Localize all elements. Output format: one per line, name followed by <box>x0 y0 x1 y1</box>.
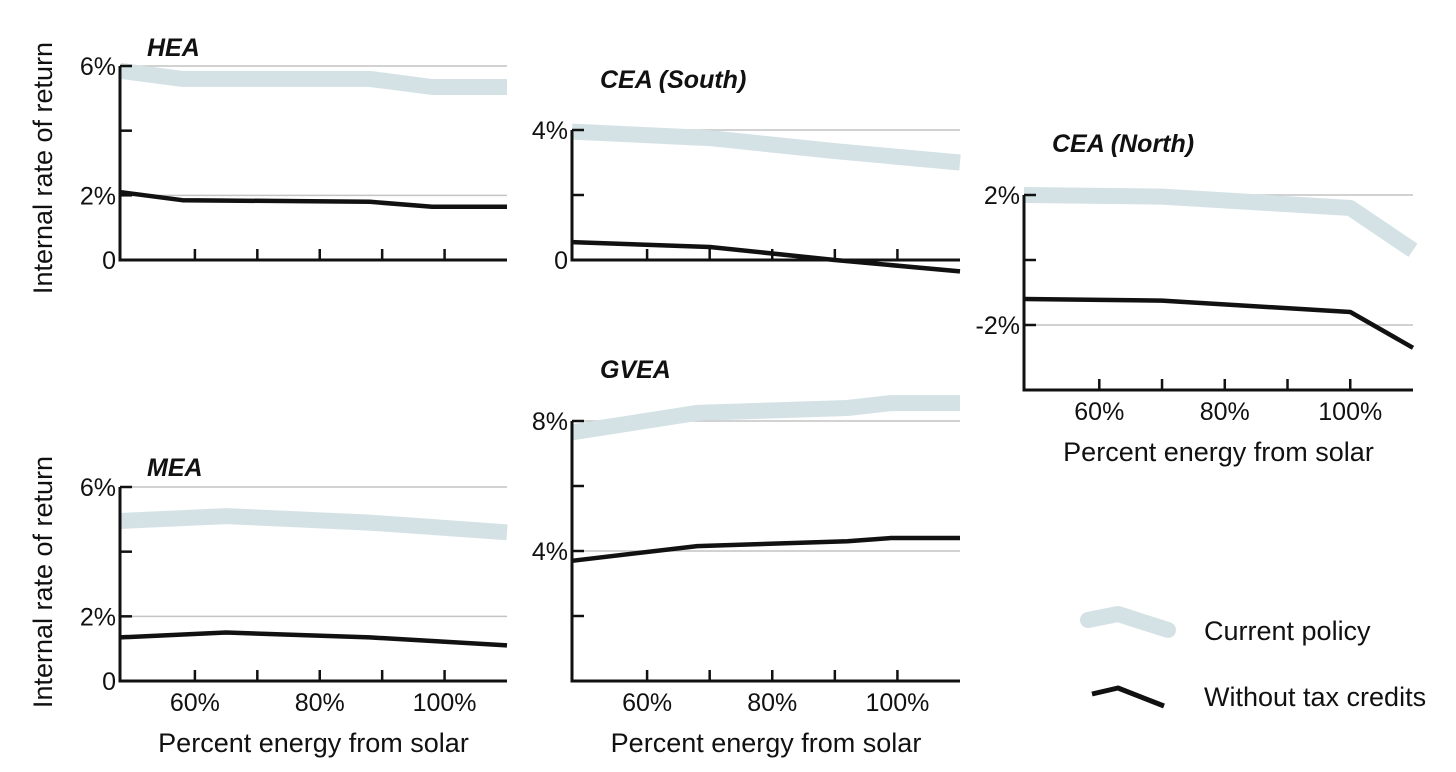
cea-south-title: CEA (South) <box>600 66 746 94</box>
hea-y-tick-label: 6% <box>80 53 116 81</box>
panel-cea-south: 0 4% CEA (South) <box>532 66 961 275</box>
gvea-x-axis-title: Percent energy from solar <box>611 728 922 758</box>
mea-x-tick-label: 100% <box>413 689 477 717</box>
mea-y-axis-title: Internal rate of return <box>28 456 58 708</box>
legend: Current policy Without tax credits <box>1080 606 1426 712</box>
hea-y-tick-label: 0 <box>102 247 116 275</box>
gvea-x-tick-label: 60% <box>622 689 672 717</box>
mea-title: MEA <box>147 454 203 482</box>
hea-y-axis-title: Internal rate of return <box>28 42 58 294</box>
cea-north-title: CEA (North) <box>1052 130 1194 158</box>
hea-current-policy-line <box>118 62 507 95</box>
mea-y-tick-label: 6% <box>80 474 116 502</box>
gvea-y-tick-label: 4% <box>532 538 568 566</box>
gvea-title: GVEA <box>600 356 671 384</box>
cea-north-x-tick-label: 80% <box>1200 398 1250 426</box>
mea-x-axis-title: Percent energy from solar <box>158 728 469 758</box>
gvea-x-tick-label: 100% <box>865 689 929 717</box>
legend-label-without-tax-credits: Without tax credits <box>1204 682 1426 712</box>
legend-swatch-current-policy <box>1080 606 1176 638</box>
mea-x-tick-label: 80% <box>295 689 345 717</box>
legend-swatch-without-tax-credits <box>1091 685 1165 709</box>
cea-north-x-tick-label: 60% <box>1074 398 1124 426</box>
gvea-x-tick-label: 80% <box>747 689 797 717</box>
mea-current-policy-line <box>119 508 508 541</box>
mea-y-tick-label: 0 <box>102 668 116 696</box>
gvea-without-tax-credits-line <box>571 535 960 564</box>
cea-south-y-tick-label: 0 <box>554 247 568 275</box>
hea-y-tick-label: 2% <box>80 182 116 210</box>
cea-south-without-tax-credits-line <box>571 239 961 274</box>
gvea-current-policy-line <box>570 395 960 441</box>
cea-north-x-tick-label: 100% <box>1318 398 1382 426</box>
cea-north-without-tax-credits-line <box>1023 296 1415 350</box>
cea-north-y-tick-label: -2% <box>976 312 1020 340</box>
mea-without-tax-credits-line <box>119 630 508 648</box>
panel-cea-north: -2% 2% 60% 80% 100% CEA (North) Percent energy… <box>976 130 1418 467</box>
cea-north-current-policy-line <box>1023 187 1418 257</box>
legend-label-current-policy: Current policy <box>1204 616 1371 646</box>
cea-north-y-tick-label: 2% <box>984 182 1020 210</box>
panel-gvea: 4% 8% 60% 80% 100% GVEA Percent energy from so… <box>532 356 960 758</box>
mea-x-tick-label: 60% <box>170 689 220 717</box>
cea-north-x-axis-title: Percent energy from solar <box>1063 437 1374 467</box>
hea-title: HEA <box>147 34 200 62</box>
mea-y-tick-label: 2% <box>80 603 116 631</box>
panel-mea: 0 2% 6% 60% 80% 100% MEA Percent energy from so… <box>28 454 508 758</box>
cea-south-y-tick-label: 4% <box>532 117 568 145</box>
panel-hea: 0 2% 6% HEA Internal rate of return <box>28 34 507 294</box>
hea-without-tax-credits-line <box>119 189 507 209</box>
cea-south-current-policy-line <box>571 123 961 171</box>
gvea-y-tick-label: 8% <box>532 408 568 436</box>
